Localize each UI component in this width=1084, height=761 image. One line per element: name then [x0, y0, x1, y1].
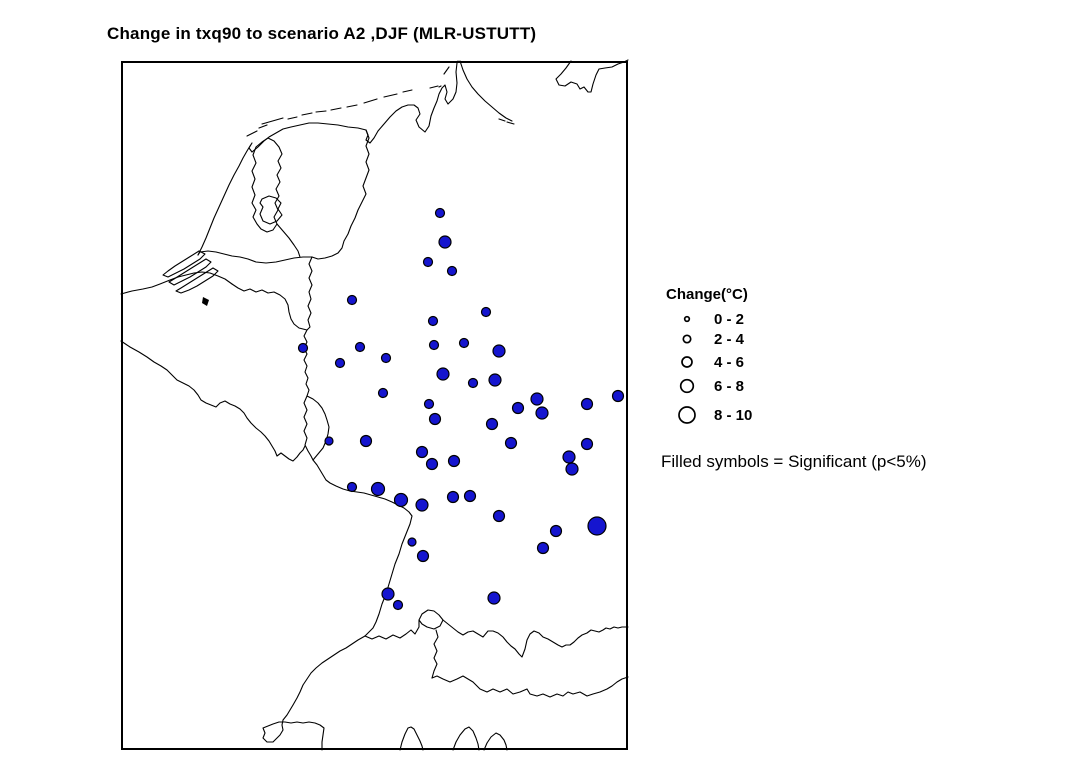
data-point-symbol [346, 294, 358, 306]
data-point-symbol [297, 342, 309, 354]
coast-netherlands-germany [197, 60, 459, 256]
data-point-symbol [428, 339, 440, 351]
data-point-symbol [370, 481, 386, 497]
station-symbols [297, 207, 625, 611]
scheldt-detail [202, 297, 209, 306]
coast-belgium [120, 271, 233, 295]
data-point-symbol [415, 498, 429, 512]
data-point-symbol [415, 445, 429, 459]
data-point-symbol [392, 599, 404, 611]
data-point-symbol [463, 489, 477, 503]
data-point-symbol [492, 509, 506, 523]
data-point-symbol [530, 392, 544, 406]
data-point-symbol [359, 434, 373, 448]
elbe-river [459, 60, 513, 122]
data-point-symbol [425, 457, 439, 471]
border-ch-de [364, 619, 420, 640]
border-lu-de [306, 395, 330, 461]
data-point-symbol [446, 265, 458, 277]
legend-label: 0 - 2 [714, 311, 744, 328]
data-point-symbol [434, 207, 446, 219]
lake-constance [418, 609, 444, 630]
legend-symbol [679, 378, 695, 394]
data-point-symbol [562, 450, 576, 464]
border-nl-de [311, 129, 370, 260]
coast-denmark [555, 59, 629, 93]
data-point-symbol [422, 256, 434, 268]
data-point-symbol [485, 417, 499, 431]
border-fr-ch [262, 635, 366, 751]
data-point-symbol [416, 549, 430, 563]
data-point-symbol [511, 401, 525, 415]
data-point-symbol [587, 516, 607, 536]
data-point-symbol [580, 437, 594, 451]
border-fr-de-rhine [312, 459, 413, 637]
legend-labels: 0 - 2 2 - 4 4 - 6 6 - 8 8 - 10 [714, 311, 752, 424]
wadden-islands [246, 66, 515, 137]
data-point-symbol [458, 337, 470, 349]
data-point-symbol [487, 591, 501, 605]
data-point-symbol [565, 462, 579, 476]
data-point-symbol [467, 377, 479, 389]
data-point-symbol [354, 341, 366, 353]
rhine-delta-rivers [197, 250, 313, 264]
border-at-south [431, 675, 629, 698]
data-point-symbol [380, 352, 392, 364]
data-point-symbol [488, 373, 502, 387]
data-point-symbol [611, 389, 625, 403]
legend-symbol [683, 315, 691, 323]
border-nl-be [231, 283, 308, 331]
map-frame [121, 61, 628, 750]
data-point-symbol [492, 344, 506, 358]
data-point-symbol [504, 436, 518, 450]
flevoland-polder [259, 195, 283, 225]
ijssel-river [276, 223, 301, 258]
legend-symbol [682, 334, 692, 344]
data-point-symbol [549, 524, 563, 538]
data-point-symbol [480, 306, 492, 318]
data-point-symbol [438, 235, 452, 249]
data-point-symbol [346, 481, 358, 493]
significance-note: Filled symbols = Significant (p<5%) [661, 452, 927, 471]
border-de-at [442, 619, 629, 658]
legend-label: 4 - 6 [714, 354, 744, 371]
legend-symbols [678, 315, 696, 424]
data-point-symbol [427, 315, 439, 327]
data-point-symbol [393, 492, 409, 508]
data-point-symbol [428, 412, 442, 426]
legend-title: Change(°C) [666, 286, 748, 303]
data-point-symbol [535, 406, 549, 420]
border-ch-at [431, 629, 439, 679]
ijsselmeer-lake [251, 137, 283, 233]
zeeland-islands [162, 250, 219, 294]
data-point-symbol [381, 587, 395, 601]
figure-title: Change in txq90 to scenario A2 ,DJF (MLR… [107, 24, 537, 43]
data-point-symbol [580, 397, 594, 411]
alpine-valleys [399, 726, 508, 751]
legend-label: 2 - 4 [714, 331, 745, 348]
border-be-de-lu [303, 256, 314, 461]
data-point-symbol [334, 357, 346, 369]
border-fr-be [120, 340, 306, 462]
map-borders [120, 59, 629, 751]
legend-label: 8 - 10 [714, 407, 752, 424]
data-point-symbol [407, 537, 417, 547]
data-point-symbol [446, 490, 460, 504]
data-point-symbol [436, 367, 450, 381]
legend-label: 6 - 8 [714, 378, 744, 395]
data-point-symbol [377, 387, 389, 399]
data-point-symbol [536, 541, 550, 555]
data-point-symbol [423, 398, 435, 410]
data-point-symbol [324, 436, 334, 446]
legend-symbol [678, 406, 696, 424]
legend-symbol [681, 356, 693, 368]
data-point-symbol [447, 454, 461, 468]
